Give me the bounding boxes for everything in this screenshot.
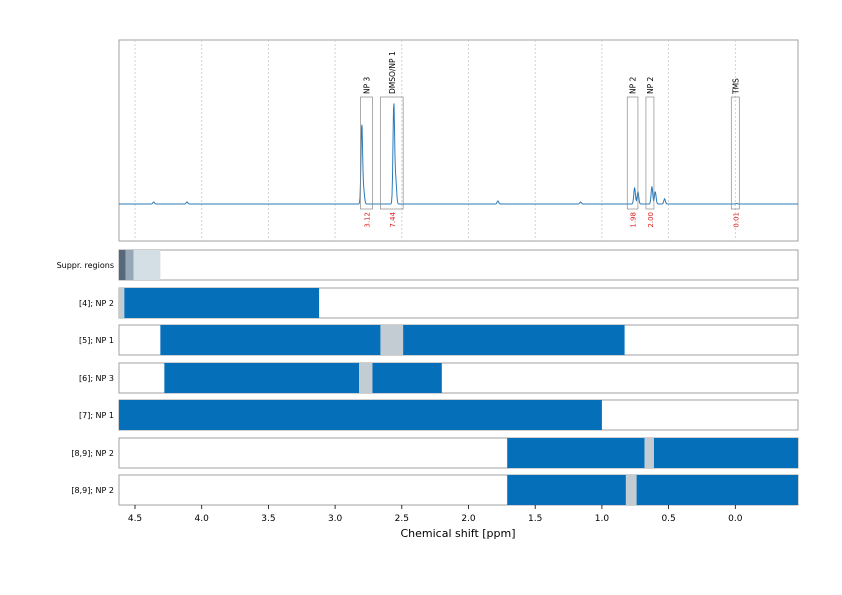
track-label: [4]; NP 2 xyxy=(79,299,114,308)
track-bar xyxy=(644,438,654,468)
x-tick-label: 3.5 xyxy=(261,514,275,524)
integral-label: 2.00 xyxy=(647,212,655,228)
integral-label: 7.44 xyxy=(389,211,397,227)
track-bar xyxy=(636,475,798,505)
track-bar xyxy=(160,325,381,355)
x-tick-label: 1.5 xyxy=(528,514,542,524)
track-bar xyxy=(507,475,626,505)
track-bar xyxy=(372,363,442,393)
region-box xyxy=(626,96,639,210)
track-bar xyxy=(625,475,637,505)
track-label: [8,9]; NP 2 xyxy=(71,449,114,458)
track-label: [6]; NP 3 xyxy=(79,374,114,383)
track-bar xyxy=(403,325,625,355)
spectrum-panel-frame xyxy=(118,39,799,242)
track-label: Suppr. regions xyxy=(57,261,114,270)
region-box xyxy=(380,96,404,210)
track-bar xyxy=(164,363,360,393)
spectrum-line xyxy=(119,103,798,205)
spectrum xyxy=(119,103,798,205)
track-bar xyxy=(133,250,161,280)
track-label: [7]; NP 1 xyxy=(79,411,114,420)
x-tick-label: 0.5 xyxy=(661,514,675,524)
x-tick-label: 4.0 xyxy=(195,514,210,524)
region-tracks: Suppr. regions [4]; NP 2 [5]; NP 1 [6]; NP … xyxy=(57,249,799,506)
track-bar xyxy=(119,250,126,280)
x-tick-label: 4.5 xyxy=(128,514,142,524)
track-frame xyxy=(118,249,799,281)
x-tick-label: 2.0 xyxy=(461,514,476,524)
track-bar xyxy=(125,250,134,280)
region-label: NP 2 xyxy=(629,76,638,94)
track-bar xyxy=(119,288,125,318)
x-axis: 4.5 4.0 3.5 3.0 2.5 2.0 1.5 1.0 0.5 0.0 xyxy=(128,505,743,524)
region-label: DMSO/NP 1 xyxy=(388,51,397,94)
track-bar xyxy=(119,400,602,430)
region-label: NP 2 xyxy=(646,76,655,94)
track-bar xyxy=(507,438,645,468)
region-box xyxy=(730,96,740,210)
track-bar xyxy=(380,325,404,355)
x-tick-label: 0.0 xyxy=(728,514,743,524)
x-axis-label: Chemical shift [ppm] xyxy=(400,527,515,540)
integration-regions: NP 3 3.12 DMSO/NP 1 7.44 NP 2 1.98 NP 2 2.00 TMS… xyxy=(360,51,740,228)
x-tick-label: 3.0 xyxy=(328,514,343,524)
x-tick-label: 1.0 xyxy=(595,514,610,524)
track-bar xyxy=(359,363,373,393)
region-label: TMS xyxy=(731,78,740,95)
region-label: NP 3 xyxy=(362,76,371,94)
region-box xyxy=(645,96,655,210)
integral-label: 0.01 xyxy=(732,212,740,228)
grid xyxy=(134,40,736,241)
track-bar xyxy=(124,288,320,318)
integral-label: 1.98 xyxy=(630,212,638,228)
track-label: [8,9]; NP 2 xyxy=(71,486,114,495)
track-bar xyxy=(653,438,798,468)
integral-label: 3.12 xyxy=(363,212,371,228)
region-box xyxy=(360,96,373,210)
track-label: [5]; NP 1 xyxy=(79,336,114,345)
x-tick-label: 2.5 xyxy=(395,514,409,524)
